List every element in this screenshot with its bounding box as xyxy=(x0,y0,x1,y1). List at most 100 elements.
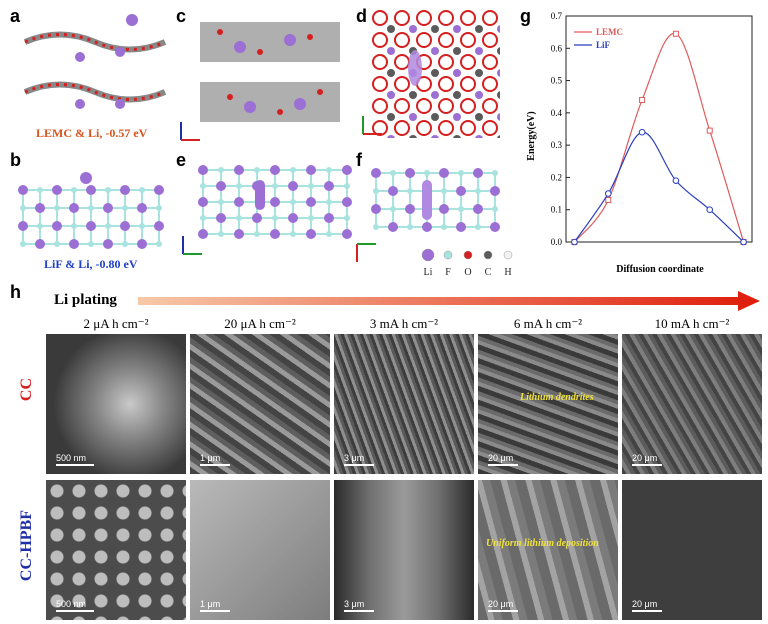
annotation-uniform-deposition: Uniform lithium deposition xyxy=(486,538,599,549)
data-point xyxy=(706,127,713,134)
row-label-cc-hpbf: CC-HPBF xyxy=(18,510,35,582)
y-tick-label: 0.1 xyxy=(551,205,562,215)
series-line-lemc xyxy=(573,33,745,243)
data-point xyxy=(672,177,680,184)
y-tick-label: 0.6 xyxy=(551,43,563,53)
caption-a: LEMC & Li, -0.57 eV xyxy=(36,126,148,140)
atom-dot-li xyxy=(421,248,435,262)
panel-label-d: d xyxy=(356,6,367,26)
structure-c xyxy=(200,22,340,122)
data-point xyxy=(740,238,747,246)
sem-image: 1 μm xyxy=(190,334,330,474)
panel-label-c: c xyxy=(176,6,187,26)
scale-bar-label: 500 nm xyxy=(56,599,87,609)
panel-label-g: g xyxy=(520,6,531,26)
scale-bar: 500 nm xyxy=(56,453,94,466)
scale-bar-label: 3 μm xyxy=(344,453,365,463)
structure-a xyxy=(23,14,167,109)
data-point xyxy=(571,238,578,246)
panel-label-e: e xyxy=(176,150,187,170)
structure-f xyxy=(371,168,500,232)
y-tick-label: 0.5 xyxy=(551,76,563,86)
data-point xyxy=(638,128,646,136)
scale-bar-label: 20 μm xyxy=(632,453,658,463)
scale-bar-label: 500 nm xyxy=(56,453,87,463)
chart-ylabel: Energy(eV) xyxy=(526,111,537,160)
y-tick-label: 0.3 xyxy=(551,140,563,150)
sem-image: 3 μm xyxy=(334,334,474,474)
molecule-layer-bottom xyxy=(23,81,167,109)
structure-b xyxy=(18,172,164,249)
data-point xyxy=(604,190,612,197)
col-header-3: 3 mA h cm⁻² xyxy=(369,316,439,331)
scale-bar-label: 3 μm xyxy=(344,599,365,609)
atom-dot-o xyxy=(463,250,473,260)
data-point xyxy=(605,197,612,204)
col-header-2: 20 μA h cm⁻² xyxy=(224,316,296,331)
panel-label-b: b xyxy=(10,150,21,170)
atom-dot-h xyxy=(503,250,513,260)
axis-f xyxy=(356,243,376,262)
axis-d xyxy=(362,116,382,135)
atom-label-h: H xyxy=(504,267,512,278)
panel-label-a: a xyxy=(10,6,21,26)
sem-image: 1 μm xyxy=(190,480,330,620)
sem-image: Uniform lithium deposition 20 μm xyxy=(478,480,618,620)
y-tick-label: 0.4 xyxy=(551,108,563,118)
y-tick-label: 0.2 xyxy=(551,172,562,182)
li-plating-label: Li plating xyxy=(54,292,117,308)
y-tick-label: 0.7 xyxy=(551,11,563,21)
atom-label-o: O xyxy=(464,267,472,278)
atom-dot-f xyxy=(443,250,453,260)
atom-label-li: Li xyxy=(423,267,433,278)
sem-image: Lithium dendrites 20 μm xyxy=(478,334,618,474)
caption-b: LiF & Li, -0.80 eV xyxy=(44,257,138,271)
sem-image: 20 μm xyxy=(622,334,762,474)
scale-bar: 20 μm xyxy=(632,453,662,466)
col-header-4: 6 mA h cm⁻² xyxy=(513,316,583,331)
scale-bar: 20 μm xyxy=(632,599,662,612)
atom-dot-c xyxy=(483,250,493,260)
scale-bar-label: 20 μm xyxy=(488,453,514,463)
structure-d xyxy=(372,10,500,138)
chart-frame xyxy=(565,15,753,243)
atom-label-f: F xyxy=(445,267,451,278)
scale-bar: 3 μm xyxy=(344,453,374,466)
panel-label-f: f xyxy=(356,150,362,170)
col-header-1: 2 μA h cm⁻² xyxy=(83,316,149,331)
axis-c xyxy=(180,122,200,141)
panel-label-h: h xyxy=(10,282,21,302)
y-tick-label: 0.0 xyxy=(551,237,563,247)
sem-image: 500 nm xyxy=(46,480,186,620)
energy-chart: 0.0 0.1 0.2 0.3 0.4 0.5 0.6 0.7 LEMC LiF Energy(… xyxy=(526,11,753,275)
data-point xyxy=(706,206,714,214)
li-plating-arrow xyxy=(138,291,760,311)
legend-label-lemc: LEMC xyxy=(596,27,623,37)
sem-image: 3 μm xyxy=(334,480,474,620)
molecule-layer-top xyxy=(23,14,167,62)
data-point xyxy=(672,30,679,37)
atom-legend: Li F O C H xyxy=(418,248,518,278)
annotation-lithium-dendrites: Lithium dendrites xyxy=(520,392,594,403)
series-line-lif xyxy=(573,131,744,243)
scale-bar-label: 20 μm xyxy=(632,599,658,609)
axis-e xyxy=(182,236,202,255)
scale-bar-label: 20 μm xyxy=(488,599,514,609)
atom-label-c: C xyxy=(484,267,492,278)
scale-bar-label: 1 μm xyxy=(200,453,221,463)
scale-bar: 1 μm xyxy=(200,599,230,612)
sem-image: 20 μm xyxy=(622,480,762,620)
legend-label-lif: LiF xyxy=(596,40,611,50)
scale-bar: 1 μm xyxy=(200,453,230,466)
row-label-cc: CC xyxy=(18,378,35,402)
sem-image: 500 nm xyxy=(46,334,186,474)
scale-bar-label: 1 μm xyxy=(200,599,221,609)
scale-bar: 20 μm xyxy=(488,599,518,612)
col-header-5: 10 mA h cm⁻² xyxy=(654,316,730,331)
scale-bar: 500 nm xyxy=(56,599,94,612)
atom-legend-labels: Li F O C H xyxy=(418,267,518,278)
scale-bar: 20 μm xyxy=(488,453,518,466)
chart-xlabel: Diffusion coordinate xyxy=(616,264,704,275)
data-point xyxy=(639,96,646,103)
atom-legend-dots xyxy=(421,248,513,262)
